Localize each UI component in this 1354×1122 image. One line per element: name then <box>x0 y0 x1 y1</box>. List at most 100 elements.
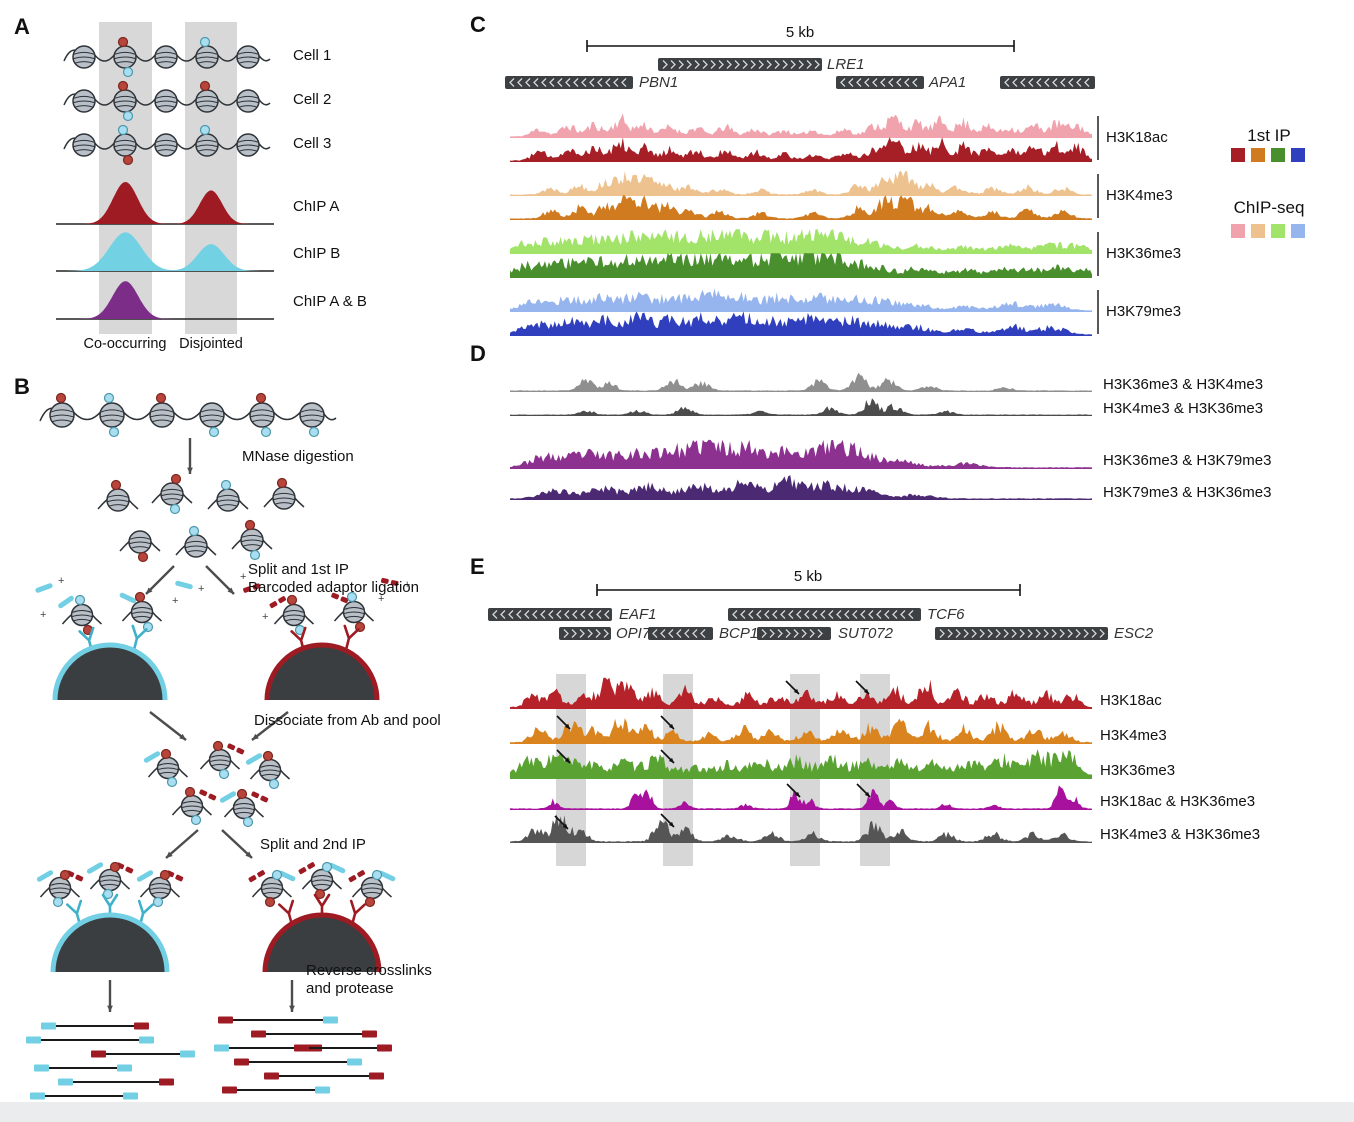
cell-1-label: Cell 1 <box>293 47 332 64</box>
red-mark-icon <box>286 594 298 606</box>
chipseq-track <box>510 439 1092 468</box>
cyan-mark-icon <box>346 591 358 603</box>
red-mark-icon <box>122 154 134 166</box>
red-mark-icon <box>264 896 276 908</box>
panel-b-letter: B <box>14 374 30 399</box>
nucleosome-icon <box>49 402 75 428</box>
track-group-h3k79me3-label: H3K79me3 <box>1106 303 1182 320</box>
gene-body <box>757 627 831 640</box>
flow-arrow <box>251 711 289 741</box>
step-split2-label: Split and 2nd IP <box>260 836 366 853</box>
chipseq-track <box>510 253 1092 277</box>
cyan-mark-icon <box>166 776 178 788</box>
nucleosome-icon <box>249 402 275 428</box>
cyan-mark-icon <box>249 549 261 561</box>
legend-first-ip-swatches <box>1231 148 1305 162</box>
nucleosome-icon <box>195 133 219 157</box>
red-mark-icon <box>109 861 121 873</box>
nucleosome-icon <box>258 758 282 782</box>
barcode-adaptor-icon <box>199 789 217 801</box>
barcode-adaptor-icon <box>35 583 53 593</box>
ip-bead <box>55 645 165 700</box>
nucleosome-icon <box>70 603 94 627</box>
cyan-mark-icon <box>308 426 320 438</box>
plus-mark: + <box>40 609 46 621</box>
step-dissociate-label: Dissociate from Ab and pool <box>254 712 441 729</box>
gene-body <box>559 627 611 640</box>
plus-mark: + <box>404 579 410 591</box>
chipseq-track <box>510 137 1092 161</box>
e-track-h3k18ac-h3k36me3-label: H3K18ac & H3K36me3 <box>1100 793 1256 810</box>
flow-arrow <box>149 711 187 741</box>
chip-peak-track <box>58 232 272 271</box>
chipseq-track <box>510 718 1092 743</box>
cyan-mark-icon <box>188 525 200 537</box>
reseq-track-3-label: H3K36me3 & H3K79me3 <box>1103 452 1272 469</box>
nucleosome-icon <box>99 402 125 428</box>
nucleosome-icon <box>48 876 72 900</box>
nucleosome-icon <box>195 89 219 113</box>
flow-arrow <box>221 829 253 859</box>
chip-seq-swatch <box>1291 224 1305 238</box>
nucleosome-icon <box>98 868 122 892</box>
disjointed-label: Disjointed <box>179 336 243 352</box>
cyan-mark-icon <box>199 124 211 136</box>
plus-mark: + <box>172 595 178 607</box>
red-mark-icon <box>117 36 129 48</box>
first-ip-swatch <box>1291 148 1305 162</box>
gene-esc2-label: ESC2 <box>1114 625 1154 642</box>
cyan-mark-icon <box>242 816 254 828</box>
nucleosome-icon <box>180 794 204 818</box>
barcode-adaptor-icon <box>245 753 263 765</box>
chip-peak-track <box>58 281 272 319</box>
nucleosome-icon <box>72 45 96 69</box>
cyan-mark-icon <box>199 36 211 48</box>
red-mark-icon <box>244 519 256 531</box>
nucleosome-icon <box>232 796 256 820</box>
panel-a-letter: A <box>14 14 30 39</box>
flow-arrow <box>165 829 199 859</box>
red-mark-icon <box>110 479 122 491</box>
gene-body <box>488 608 612 621</box>
barcode-adaptor-icon <box>331 592 349 604</box>
cyan-mark-icon <box>260 426 272 438</box>
nucleosome-icon <box>282 603 306 627</box>
chipseq-track <box>510 372 1092 391</box>
chipseq-track <box>510 171 1092 195</box>
cell-3-label: Cell 3 <box>293 135 332 152</box>
chip-seq-swatch <box>1231 224 1245 238</box>
cyan-mark-icon <box>218 768 230 780</box>
nucleosome-icon <box>216 488 240 512</box>
gene-eaf1-label: EAF1 <box>619 606 657 623</box>
barcode-adaptor-icon <box>143 751 161 763</box>
barcode-adaptor-icon <box>227 743 245 755</box>
red-mark-icon <box>134 591 146 603</box>
chip-a-label: ChIP A <box>293 198 340 215</box>
flow-arrow <box>205 565 235 595</box>
chip-b-label: ChIP B <box>293 245 341 262</box>
chip-seq-swatch <box>1251 224 1265 238</box>
barcode-adaptor-icon <box>380 577 399 586</box>
chipseq-track <box>510 229 1092 253</box>
chipseq-track <box>510 288 1092 311</box>
panel-d-letter: D <box>470 341 486 366</box>
nucleosome-icon <box>106 488 130 512</box>
cyan-mark-icon <box>103 392 115 404</box>
reseq-track-2-label: H3K4me3 & H3K36me3 <box>1103 400 1264 417</box>
cyan-mark-icon <box>74 594 86 606</box>
panel-e-scalebar-label: 5 kb <box>793 568 823 585</box>
nucleosome-icon <box>360 876 384 900</box>
chipseq-track <box>510 475 1092 499</box>
barcode-adaptor-icon <box>243 583 261 593</box>
chipseq-track <box>510 749 1092 778</box>
ip-bead <box>265 915 379 972</box>
cyan-mark-icon <box>152 896 164 908</box>
e-track-h3k4me3-label: H3K4me3 <box>1100 727 1167 744</box>
gene-sut072-label: SUT072 <box>838 625 894 642</box>
barcode-adaptor-icon <box>219 791 237 803</box>
chip-seq-swatch <box>1271 224 1285 238</box>
barcode-adaptor-icon <box>36 870 54 882</box>
cyan-mark-icon <box>208 426 220 438</box>
plus-mark: + <box>240 571 246 583</box>
